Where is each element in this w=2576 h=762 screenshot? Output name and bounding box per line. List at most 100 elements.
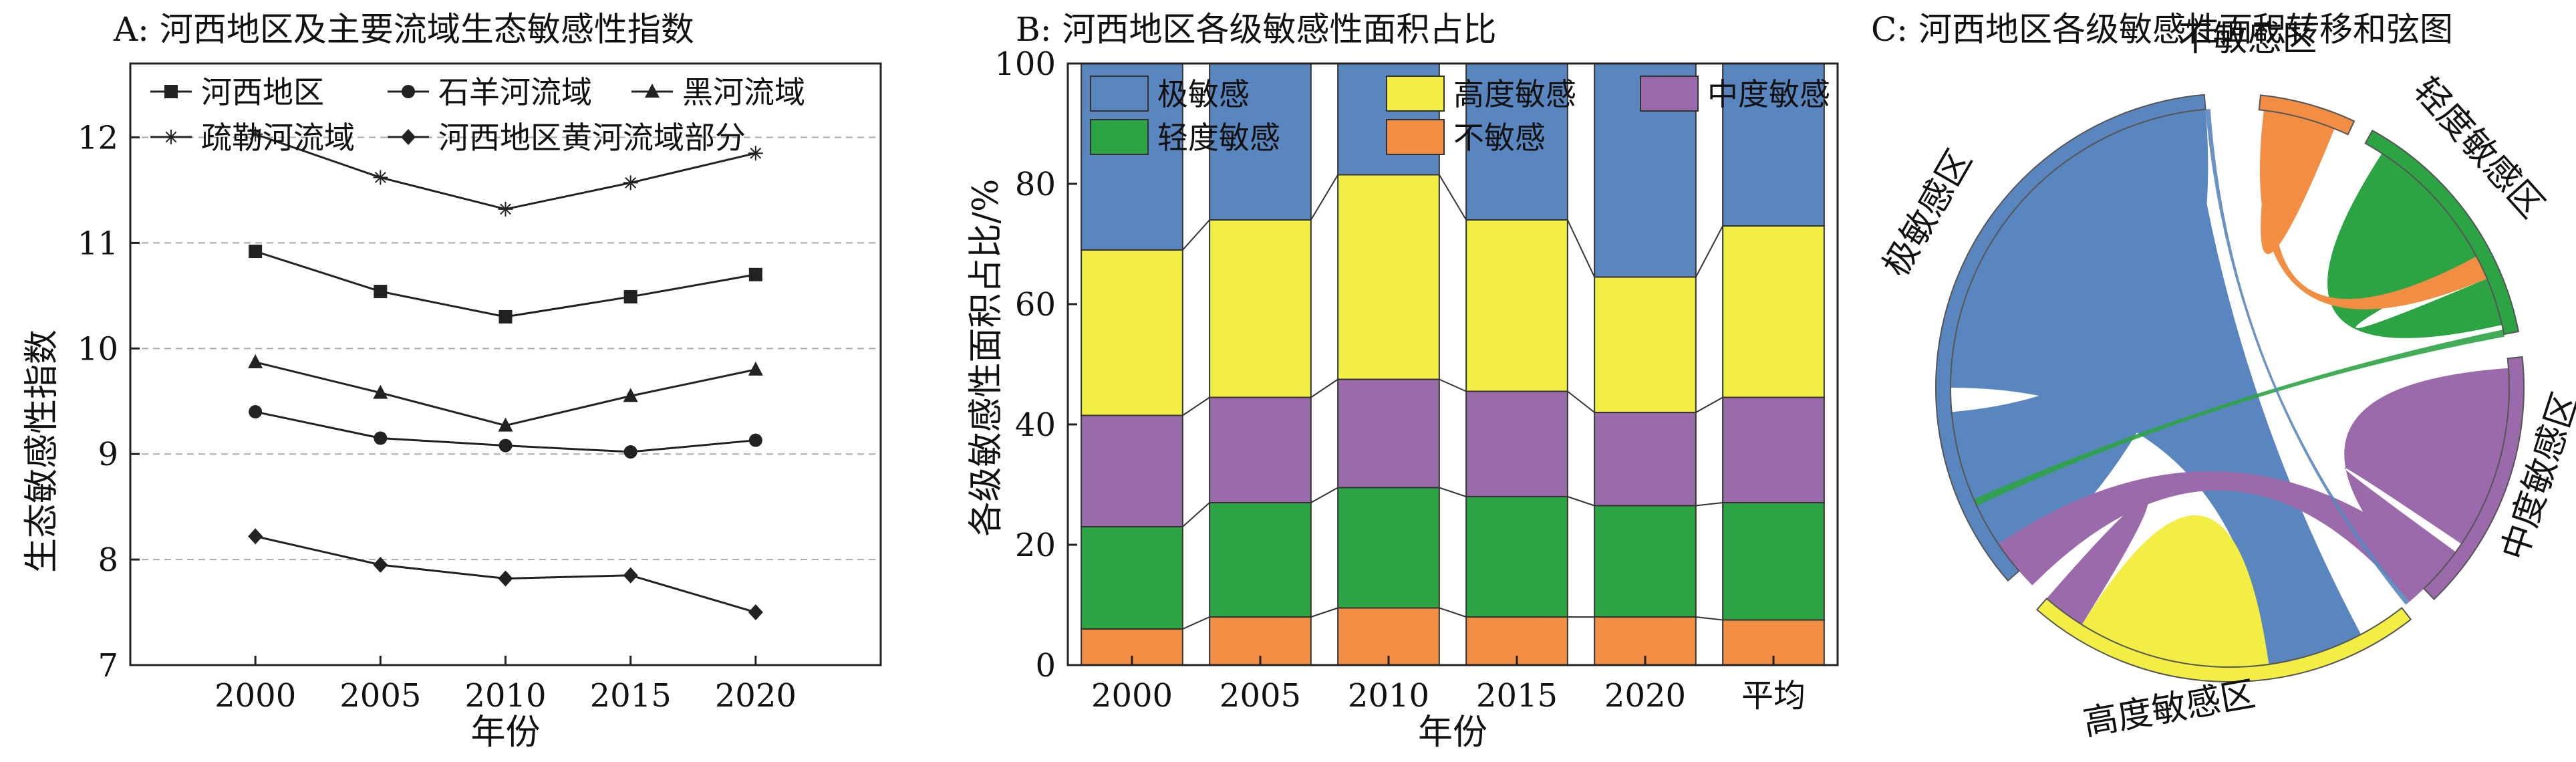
x-tick-label: 2010 [464, 677, 546, 715]
bar-series [1081, 607, 1825, 666]
x-tick-label: 2015 [1476, 677, 1558, 715]
bar-segment [1722, 396, 1825, 503]
data-point [623, 567, 638, 584]
x-tick-label: 2020 [715, 677, 797, 715]
y-tick-label: 9 [98, 436, 118, 473]
group-arc [2258, 94, 2355, 136]
stack-connector [1695, 502, 1723, 507]
data-point [623, 175, 638, 190]
data-point [248, 126, 263, 142]
stack-connector [1310, 487, 1338, 503]
bar-segment [1337, 607, 1440, 666]
data-point [249, 405, 263, 419]
chord-moderate-to-very-high [1998, 471, 2444, 602]
data-point [498, 438, 513, 453]
legend-swatch [1090, 119, 1149, 155]
legend-marker [164, 130, 178, 144]
stack-connector [1695, 225, 1724, 277]
legend-label: 不敏感 [1453, 120, 1546, 156]
data-point [498, 309, 513, 324]
y-tick-label: 8 [98, 541, 118, 579]
chord-self-low [2327, 153, 2502, 338]
series-line [255, 250, 756, 318]
stack-connector [1567, 390, 1595, 413]
y-tick-label: 20 [1015, 527, 1056, 564]
y-axis-label: 生态敏感性指数 [22, 330, 62, 573]
bar-segment [1337, 378, 1440, 489]
stack-connector [1438, 174, 1467, 221]
data-point [374, 431, 388, 445]
bar-series [1081, 487, 1825, 630]
series-triangle [248, 354, 763, 432]
chord-self-none [2261, 112, 2335, 255]
data-point [498, 417, 513, 432]
chord-self-very-high [1951, 109, 2208, 572]
data-point [748, 604, 763, 621]
data-point [748, 146, 763, 161]
legend-swatch [1386, 76, 1445, 112]
legend-label: 中度敏感 [1707, 76, 1830, 112]
y-tick-label: 7 [98, 647, 118, 684]
data-point [623, 445, 637, 459]
x-axis-label: 年份 [470, 713, 540, 753]
data-point [249, 245, 263, 259]
legend-marker [402, 85, 415, 98]
x-tick-label: 2015 [590, 677, 672, 715]
legend-swatch [1090, 76, 1149, 112]
bar-segment [1594, 412, 1697, 507]
series-star [248, 126, 763, 217]
bar-segment [1209, 502, 1312, 618]
legend-label: 河西地区黄河流域部分 [438, 120, 746, 156]
legend-swatch [1640, 76, 1699, 112]
data-point [748, 433, 762, 447]
bar-segment [1209, 396, 1312, 503]
legend-label: 石羊河流域 [438, 74, 592, 110]
stack-connector [1439, 607, 1467, 618]
legend-marker [645, 84, 660, 98]
bar-segment [1465, 390, 1568, 497]
x-tick-label: 2000 [214, 677, 296, 715]
y-axis-label: 各级敏感性面积占比/% [966, 179, 1006, 537]
bar-segment [1209, 219, 1312, 398]
bar-segment [1081, 414, 1183, 527]
data-point [373, 384, 388, 399]
panel-c-chord-diagram: C: 河西地区各级敏感性面积转移和弦图 极敏感区 不敏感区 轻度敏感区 中度敏感区 高度… [1864, 0, 2576, 762]
bar-series [1081, 378, 1825, 527]
chord-self-high [2082, 515, 2269, 667]
legend-marker [401, 129, 416, 145]
legend-label: 疏勒河流域 [201, 120, 355, 156]
x-tick-label: 2005 [1220, 677, 1301, 715]
data-point [748, 267, 762, 281]
bar-segment [1209, 63, 1312, 221]
bar-segment [1722, 63, 1825, 227]
panel-a-line-chart: A: 河西地区及主要流域生态敏感性指数 7 8 9 10 11 12 2000 2005 201… [0, 0, 889, 762]
series-circle [249, 405, 762, 459]
group-arc [2364, 129, 2520, 336]
stack-connector [1182, 502, 1210, 527]
legend-swatch [1386, 119, 1445, 155]
panel-c-title: C: 河西地区各级敏感性面积转移和弦图 [1871, 10, 2453, 49]
chord-moderate-to-high [2046, 499, 2148, 625]
stack-connector [1439, 487, 1467, 497]
series-diamond [248, 528, 763, 621]
x-tick-label: 2000 [1091, 677, 1173, 715]
stack-connector [1182, 396, 1210, 416]
y-tick-label: 40 [1015, 406, 1056, 444]
stack-connector [1310, 607, 1338, 618]
y-tick-label: 10 [78, 330, 118, 368]
panel-b-title: B: 河西地区各级敏感性面积占比 [1016, 10, 1497, 49]
chord-very-high-to-high [1951, 111, 2362, 664]
legend-label: 黑河流域 [682, 74, 805, 110]
bar-segment [1594, 276, 1697, 413]
x-tick-label: 2005 [339, 677, 421, 715]
group-label: 不敏感区 [2178, 19, 2317, 59]
data-point [623, 388, 638, 402]
bar-series [1081, 174, 1825, 416]
data-point [498, 570, 513, 587]
chord-low-to-very-high [1973, 330, 2505, 506]
stack-connector [1182, 616, 1210, 630]
data-point [248, 354, 263, 368]
